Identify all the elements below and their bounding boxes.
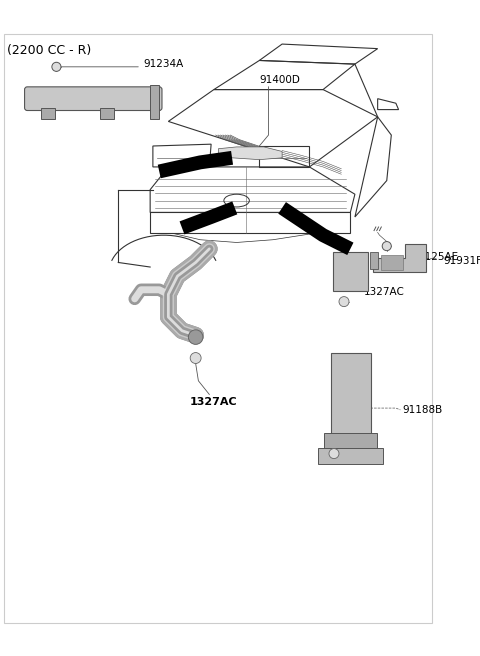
Circle shape	[188, 330, 203, 344]
Circle shape	[339, 297, 349, 306]
Polygon shape	[150, 85, 159, 119]
Text: 1327AC: 1327AC	[190, 397, 238, 407]
FancyBboxPatch shape	[333, 253, 368, 291]
Polygon shape	[41, 108, 55, 119]
Polygon shape	[373, 244, 426, 272]
Circle shape	[190, 352, 201, 363]
Text: 91188B: 91188B	[402, 405, 443, 415]
Polygon shape	[100, 108, 114, 119]
FancyBboxPatch shape	[318, 448, 383, 464]
FancyBboxPatch shape	[381, 255, 403, 270]
FancyBboxPatch shape	[331, 352, 372, 436]
Text: 91234A: 91234A	[144, 59, 184, 69]
FancyBboxPatch shape	[24, 87, 162, 110]
FancyBboxPatch shape	[324, 433, 377, 450]
Circle shape	[52, 62, 61, 72]
Text: (2200 CC - R): (2200 CC - R)	[7, 44, 92, 57]
Polygon shape	[218, 147, 282, 159]
Circle shape	[382, 241, 391, 251]
Text: 1327AC: 1327AC	[364, 287, 405, 297]
Text: 91400D: 91400D	[259, 75, 300, 85]
Text: 91931F: 91931F	[443, 256, 480, 266]
FancyBboxPatch shape	[371, 253, 378, 269]
Text: 1125AE: 1125AE	[419, 253, 459, 262]
Circle shape	[329, 449, 339, 459]
